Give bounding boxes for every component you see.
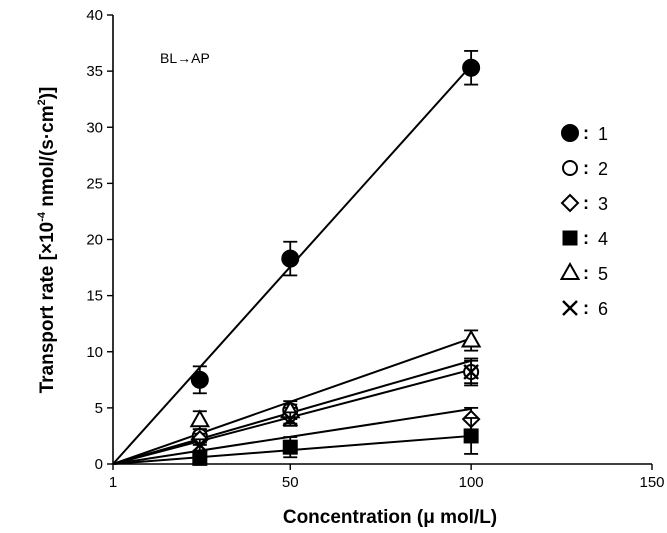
legend-label-1: 1 xyxy=(598,124,608,144)
legend-label-6: 6 xyxy=(598,299,608,319)
legend-separator: : xyxy=(583,228,589,248)
legend-label-5: 5 xyxy=(598,264,608,284)
data-point-series-4 xyxy=(192,450,208,466)
y-tick-label: 10 xyxy=(86,344,103,361)
y-tick-label: 40 xyxy=(86,7,103,24)
y-tick-label: 15 xyxy=(86,288,103,305)
legend-separator: : xyxy=(583,123,589,143)
legend-marker-2 xyxy=(562,160,578,176)
legend-label-3: 3 xyxy=(598,194,608,214)
x-axis-title: Concentration (μ mol/L) xyxy=(283,507,497,528)
y-tick-label: 20 xyxy=(86,232,103,249)
y-axis-title: Transport rate [×10-4 nmol/(s·cm2)] xyxy=(36,87,58,394)
data-point-series-6 xyxy=(282,411,299,427)
data-point-series-4 xyxy=(282,439,298,455)
y-tick-label: 35 xyxy=(86,63,103,80)
data-point-series-1 xyxy=(190,370,209,389)
legend-marker-5 xyxy=(559,261,581,280)
legend-separator: : xyxy=(583,298,589,318)
data-point-series-6 xyxy=(463,364,479,380)
x-tick-label: 100 xyxy=(459,474,484,491)
legend-separator: : xyxy=(583,193,589,213)
data-point-series-5 xyxy=(189,409,211,428)
data-point-series-1 xyxy=(462,58,481,77)
data-point-series-5 xyxy=(460,329,482,348)
x-tick-label: 150 xyxy=(639,474,664,491)
x-tick-label: 50 xyxy=(282,474,299,491)
data-point-series-1 xyxy=(281,249,300,268)
legend-marker-6 xyxy=(562,300,578,316)
legend-marker-4 xyxy=(562,230,578,246)
legend-separator: : xyxy=(583,158,589,178)
legend: :1: 2: 3: 4: 5: 6 xyxy=(559,123,608,319)
y-tick-label: 5 xyxy=(95,400,103,417)
data-marks xyxy=(189,50,482,466)
y-tick-label: 25 xyxy=(86,175,103,192)
y-tick-label: 0 xyxy=(95,456,103,473)
legend-marker-1 xyxy=(561,124,579,142)
data-point-series-6 xyxy=(191,437,208,453)
annotation-label: BL→AP xyxy=(160,50,210,66)
legend-separator: : xyxy=(583,263,589,283)
data-point-series-4 xyxy=(463,428,479,444)
y-tick-label: 30 xyxy=(86,119,103,136)
legend-marker-3 xyxy=(560,193,580,213)
x-tick-label: 1 xyxy=(109,474,117,491)
legend-label-4: 4 xyxy=(598,229,608,249)
legend-label-2: 2 xyxy=(598,159,608,179)
